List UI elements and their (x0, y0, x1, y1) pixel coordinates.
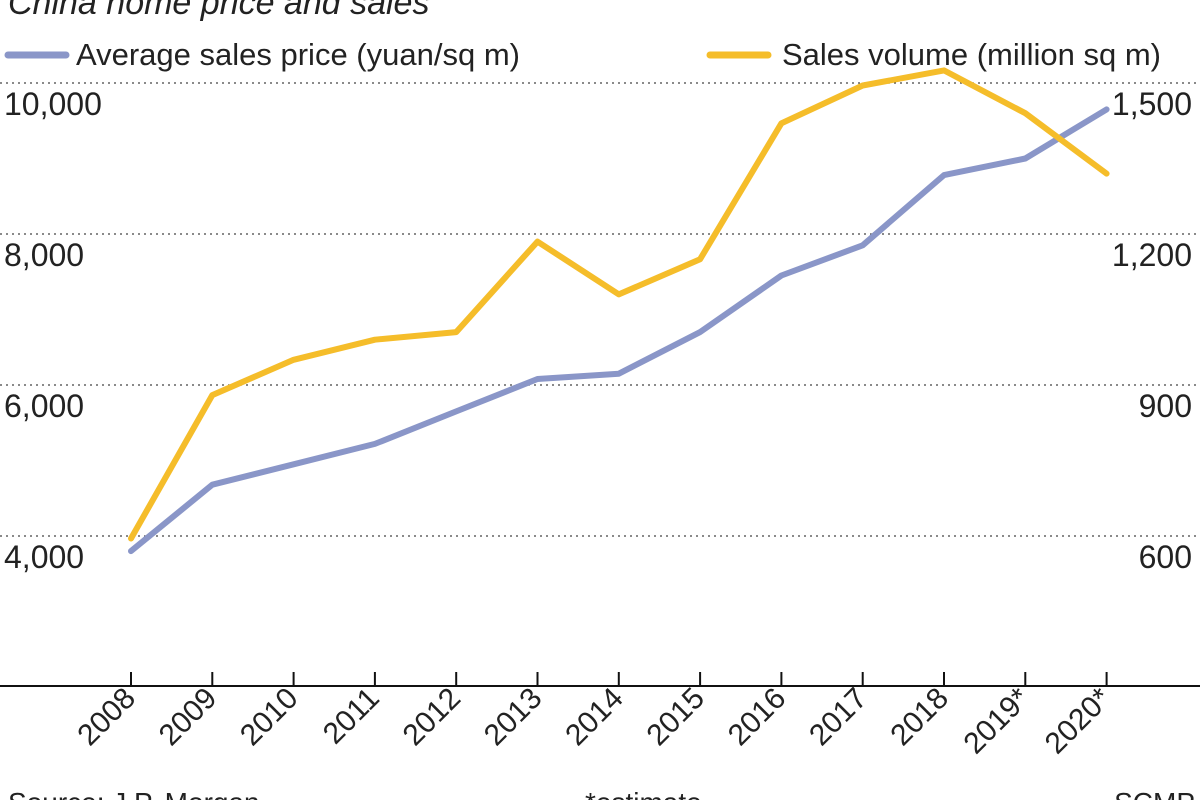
gridlines (0, 82, 1200, 537)
x-tick-label: 2011 (317, 682, 386, 751)
y-left-tick-label: 8,000 (4, 237, 84, 273)
chart-title: China home price and sales (8, 0, 429, 22)
y-left-tick-label: 4,000 (4, 539, 84, 575)
legend-label-volume: Sales volume (million sq m) (782, 37, 1161, 72)
series-line-price (128, 106, 1110, 555)
y-right-tick-label: 1,500 (1112, 86, 1192, 122)
series-group (128, 67, 1110, 555)
x-tick-label: 2012 (397, 682, 468, 753)
y-axis-left: 4,000 6,000 8,000 10,000 (4, 86, 102, 575)
x-tick-label: 2015 (641, 682, 712, 753)
legend-label-price: Average sales price (yuan/sq m) (76, 37, 520, 72)
x-tick-label: 2014 (559, 682, 630, 753)
footer-note: *estimate (585, 787, 702, 800)
x-tick-label: 2016 (722, 682, 793, 753)
x-tick-label: 2017 (803, 682, 874, 753)
series-line-volume (128, 67, 1110, 542)
x-tick-label: 2018 (884, 682, 955, 753)
x-tick-label: 2010 (234, 682, 305, 753)
y-left-tick-label: 10,000 (4, 86, 102, 122)
y-right-tick-label: 600 (1139, 539, 1192, 575)
x-tick-label: 2013 (478, 682, 549, 753)
footer: Source: J.P. Morgan *estimate SCMP (8, 787, 1195, 800)
y-left-tick-label: 6,000 (4, 388, 84, 424)
y-axis-right: 600 900 1,200 1,500 (1112, 86, 1192, 575)
x-tick-label: 2019* (957, 681, 1036, 760)
x-tick-label: 2009 (153, 682, 224, 753)
x-tick-label: 2008 (71, 682, 142, 753)
y-right-tick-label: 1,200 (1112, 237, 1192, 273)
y-right-tick-label: 900 (1139, 388, 1192, 424)
legend: Average sales price (yuan/sq m) Sales vo… (4, 37, 1161, 72)
x-tick-label: 2020* (1039, 681, 1118, 760)
footer-source: Source: J.P. Morgan (8, 787, 260, 800)
footer-credit: SCMP (1114, 787, 1195, 800)
